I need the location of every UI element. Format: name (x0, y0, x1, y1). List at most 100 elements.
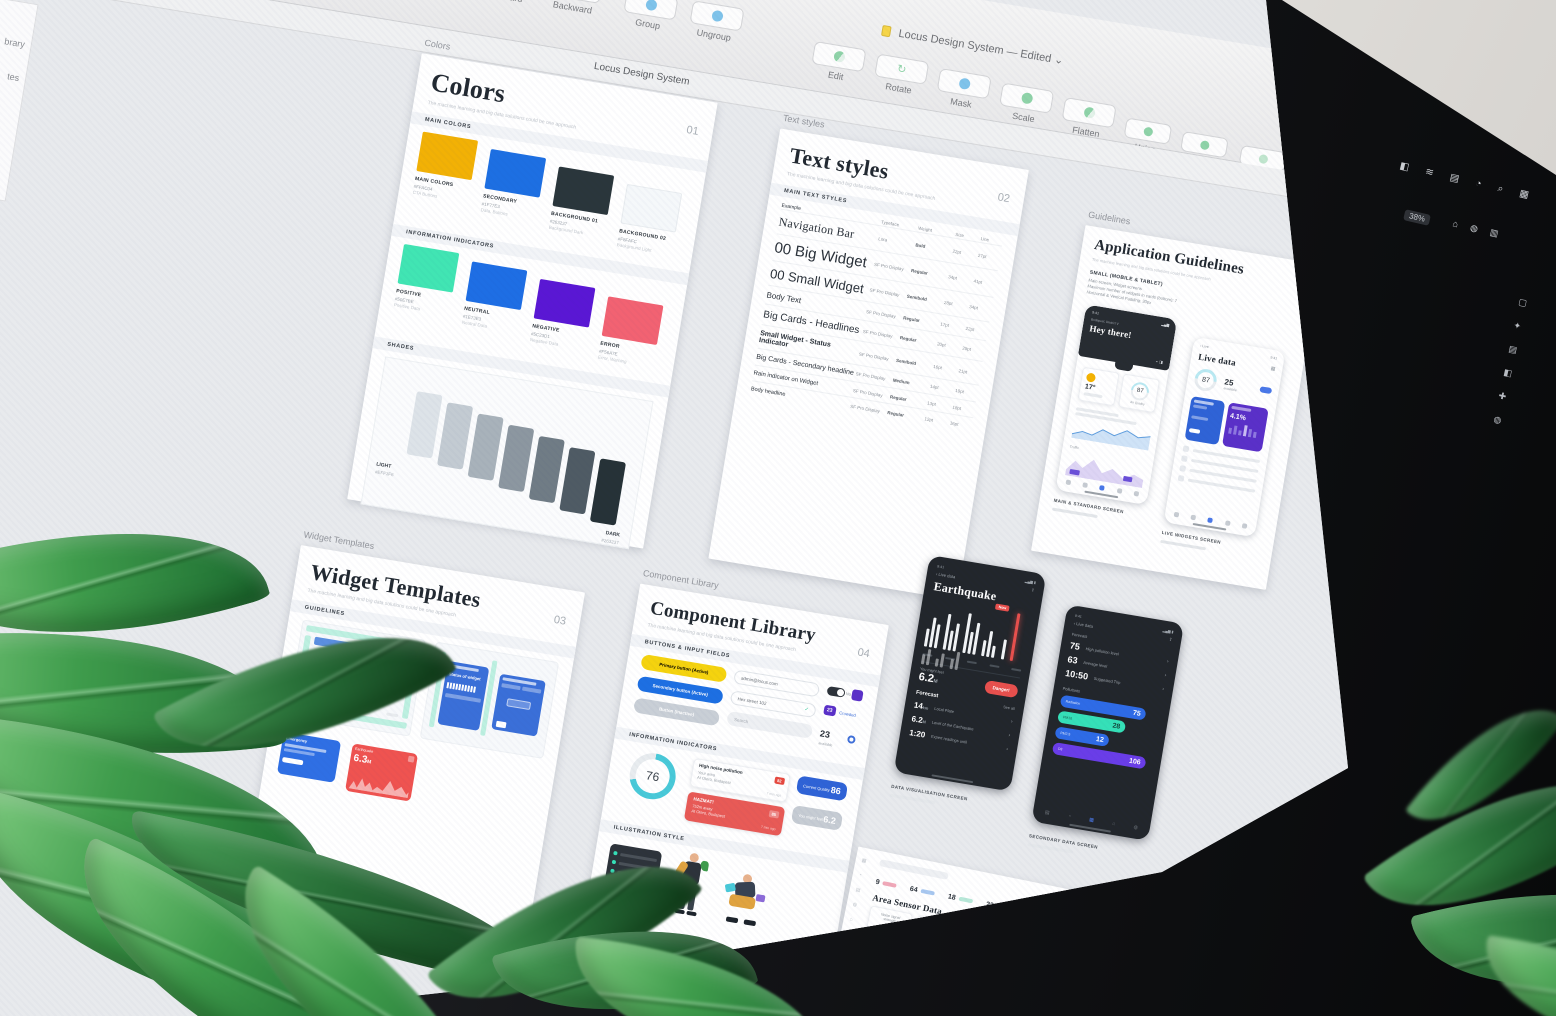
notification-icons[interactable]: ⌁ ◨ (1155, 358, 1164, 365)
color-swatch (465, 261, 528, 311)
style-typeface: SF Pro Display (858, 351, 890, 361)
style-weight: Semibold (906, 293, 928, 302)
gauge-value: 87 (1201, 375, 1211, 385)
chevron-right-icon: › (1005, 745, 1009, 752)
swatch[interactable]: ERROR #F56A7E Error, Warning (598, 296, 666, 369)
danger-button[interactable]: Danger! (983, 679, 1019, 698)
quality-pill[interactable]: Current Quality 86 (795, 775, 849, 802)
style-line: 22pt (965, 325, 975, 333)
chevron-right-icon: › (1166, 658, 1170, 665)
style-size: 34pt (947, 274, 958, 281)
illustration-person-2 (718, 869, 770, 928)
field-value: Hex street 102 (737, 695, 767, 706)
dark-hex: #263237 (600, 537, 620, 546)
feel-unit: M (932, 678, 939, 685)
feel-pill[interactable]: You might feel 6.2 (790, 804, 844, 831)
swatch[interactable]: NEUTRAL #1E73E3 Neutral Data (460, 261, 530, 346)
style-line: 25pt (961, 345, 972, 352)
check-icon: ✓ (804, 706, 810, 714)
union-icon (1142, 125, 1154, 137)
stat-value: 18 (947, 893, 957, 902)
style-typeface: SF Pro Display (865, 309, 897, 320)
back-link[interactable]: ‹ Live data (1073, 620, 1094, 629)
air-quality-widget[interactable]: 87 Air Quality (1117, 373, 1161, 414)
style-typeface: SF Pro Display (855, 371, 886, 382)
blue-area-chart (1071, 429, 1151, 451)
style-weight: Semibold (895, 357, 917, 366)
shade-step (589, 458, 627, 526)
chevron-right-icon: › (1161, 686, 1165, 693)
style-weight: Regular (899, 335, 917, 343)
button-label: Button (Inactive) (658, 706, 695, 718)
shade-step (528, 435, 565, 504)
status-time: 9:41 (1270, 355, 1278, 361)
style-weight: Regular (902, 315, 921, 324)
purple-chip-icon[interactable] (850, 689, 864, 702)
share-icon[interactable]: ⇪ (1030, 587, 1035, 593)
shade-step (406, 391, 443, 459)
swatch[interactable]: BACKGROUND 01 #263237 Background Dark (547, 166, 616, 245)
swatch[interactable]: NEGATIVE #5C23D1 Negative Data (529, 278, 598, 358)
see-all-link[interactable]: See all (1002, 705, 1016, 712)
mini-widget-earthquake[interactable]: Earthquake 6.3M (345, 743, 419, 802)
badge-row: 23 Crowded (823, 704, 860, 721)
artboard-number: 01 (685, 124, 700, 138)
pill-label: Current Quality (802, 782, 831, 793)
artboard-number: 03 (552, 613, 567, 628)
style-weight: Bold (915, 242, 926, 249)
radio-button[interactable] (846, 734, 857, 745)
live-data-title: Live data (1197, 351, 1237, 368)
chevron-down-icon[interactable]: ⌄ (1053, 53, 1065, 68)
document-icon (880, 24, 892, 38)
count-badge[interactable]: 23 (823, 704, 837, 717)
style-typeface: SF Pro Display (862, 328, 893, 339)
back-link[interactable]: ‹ Live data (935, 571, 956, 580)
style-typeface: Lora (877, 236, 888, 243)
mockup-main-screen: 9:41 ▂▄▆ Budapest, District V Hey there!… (1055, 304, 1178, 505)
rotate-icon: ↻ (896, 62, 908, 77)
style-size: 22pt (952, 248, 962, 255)
style-size: 20pt (936, 341, 947, 348)
purple-area-chart (1064, 459, 1144, 489)
style-size: 13pt (926, 399, 937, 407)
intersect-icon (1257, 153, 1269, 164)
pollutant-bar[interactable]: O3 106 (1051, 741, 1147, 770)
style-typeface: SF Pro Display (869, 287, 900, 298)
shade-step (436, 402, 474, 470)
purple-card[interactable]: 4.1% (1222, 402, 1269, 453)
page-item[interactable]: tes (6, 71, 21, 84)
swatch[interactable]: MAIN COLORS #FFAC04 CTA Buttons (409, 131, 480, 221)
style-line: 34pt (968, 304, 979, 311)
page-item[interactable]: brary (3, 36, 26, 50)
blue-card[interactable] (1184, 396, 1226, 446)
style-line: 16pt (949, 419, 959, 427)
share-icon[interactable]: ⇪ (1168, 636, 1173, 643)
chevron-right-icon: › (1008, 731, 1011, 739)
gauge-value: 76 (644, 768, 661, 785)
style-size: 17pt (939, 321, 950, 328)
style-weight: Regular (910, 268, 929, 276)
weather-widget[interactable]: 17° (1077, 366, 1120, 407)
swatch[interactable]: SECONDARY #1F77E3 Data, Buttons (478, 148, 548, 234)
grid-icon[interactable]: ▦ (1270, 365, 1276, 373)
toggle[interactable] (826, 685, 846, 698)
color-swatch (601, 296, 664, 346)
mockup-caption-sub (1160, 539, 1206, 551)
sun-icon (1085, 372, 1097, 383)
swatch[interactable]: POSITIVE #50E7BE Positive Data (391, 243, 462, 334)
stat-row: 23 available (818, 723, 857, 751)
status-time: 9:41 (1074, 613, 1083, 619)
placeholder-text: Search (733, 716, 749, 724)
mask-icon (957, 77, 971, 91)
style-typeface: SF Pro Display (849, 403, 881, 414)
stat-value: 23 (819, 728, 831, 740)
back-link[interactable]: ‹ Live (1199, 343, 1209, 350)
artboard-guidelines[interactable]: Guidelines 05 Application Guidelines The… (1031, 210, 1321, 590)
pill-value: 86 (830, 784, 842, 797)
style-weight: Regular (887, 409, 905, 418)
swatch[interactable]: BACKGROUND 02 #F8FAFC Background Light (616, 183, 684, 257)
toggle[interactable] (1259, 386, 1273, 395)
pill-label: You might feel (797, 812, 824, 822)
style-line: 19pt (954, 387, 965, 395)
